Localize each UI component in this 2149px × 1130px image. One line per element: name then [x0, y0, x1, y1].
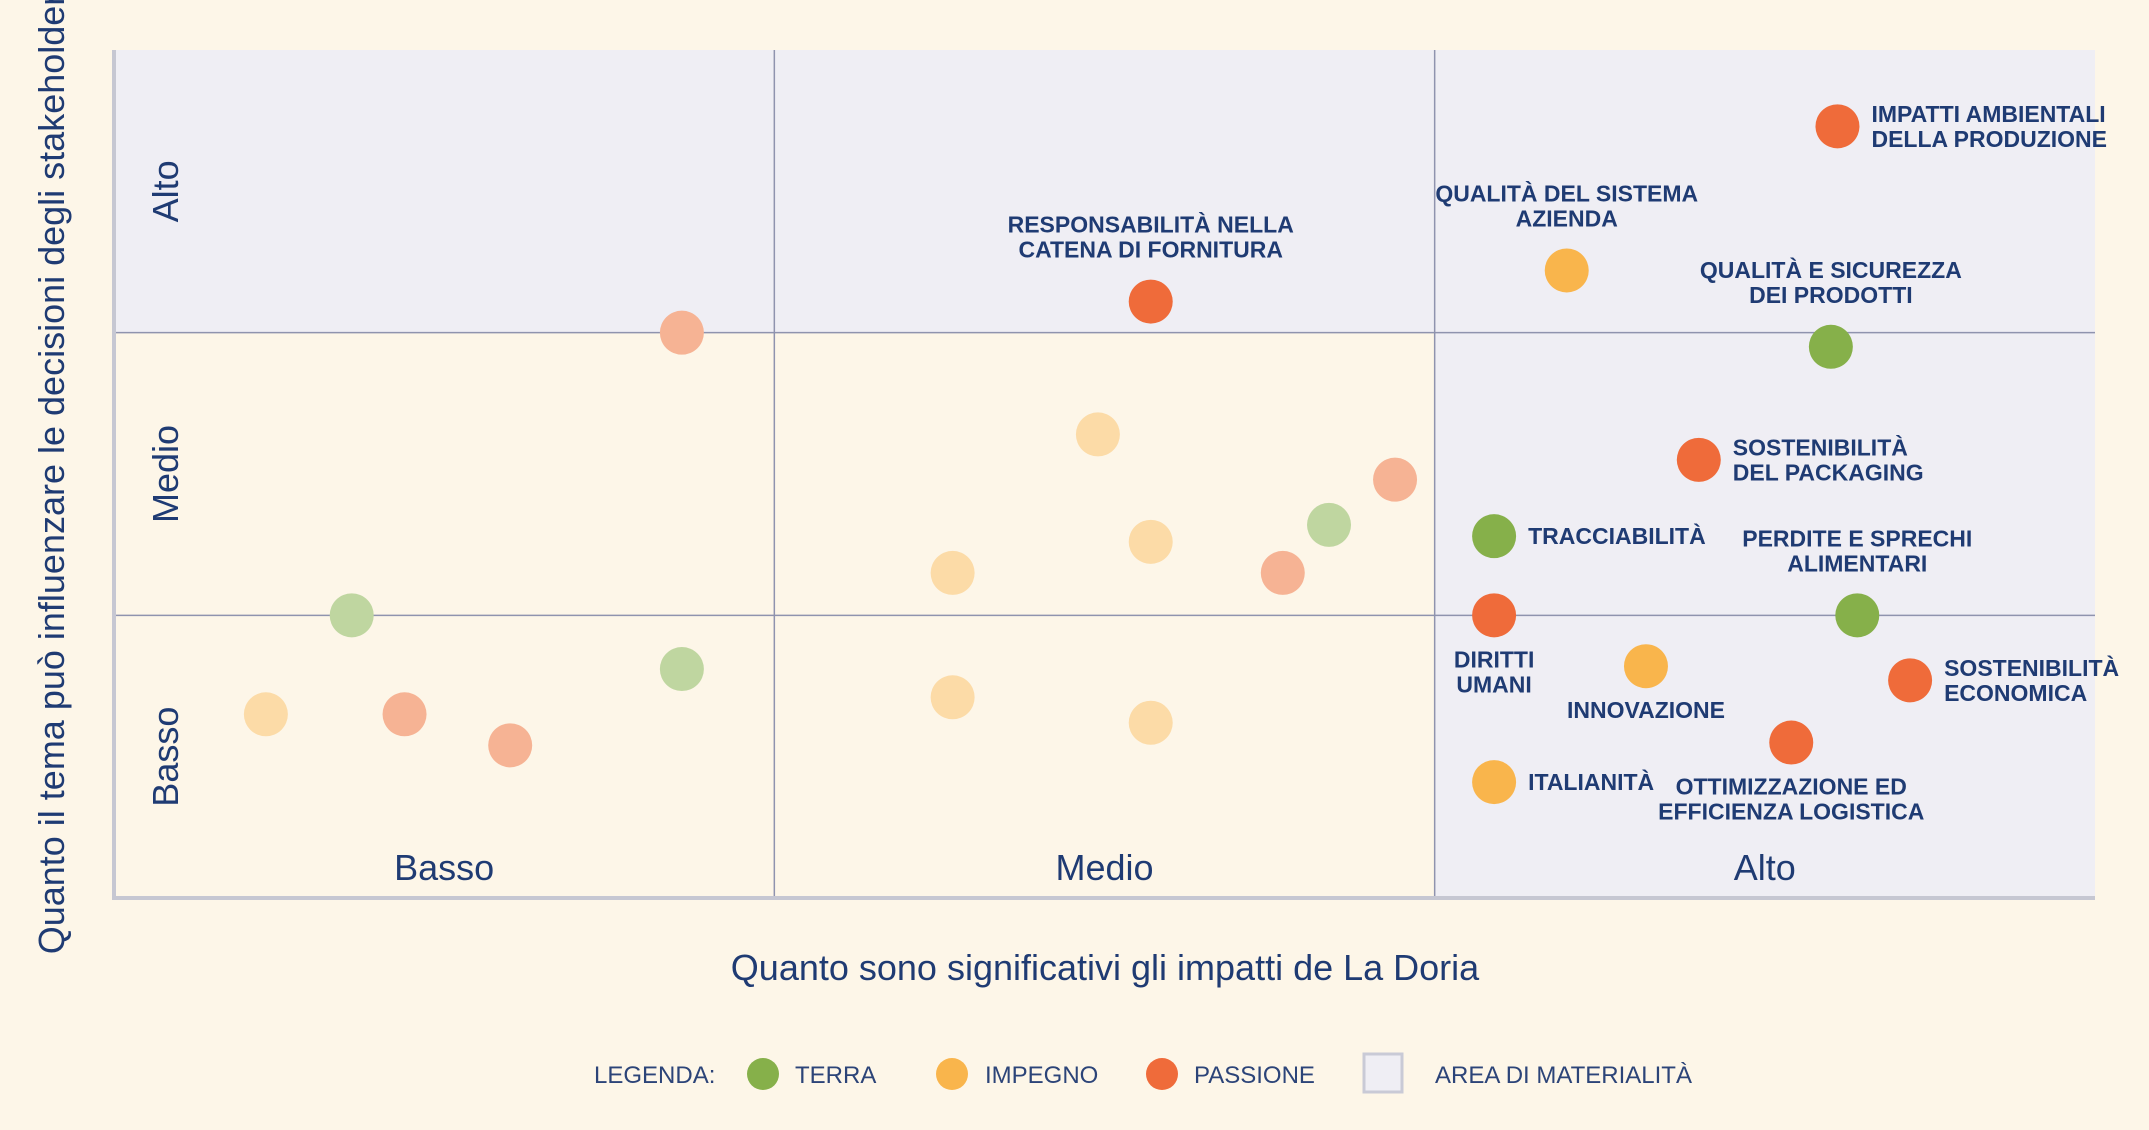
point-italianita [1472, 760, 1517, 805]
category-labels: Basso Medio Alto Basso Medio Alto [145, 160, 1796, 888]
point-qualita-del-sistema-azienda [1544, 248, 1589, 293]
point-label-perdite-e-sprechi-alimentari-line-1: ALIMENTARI [1787, 550, 1927, 576]
legend-label-area: AREA DI MATERIALITÀ [1435, 1062, 1692, 1089]
point-label-impatti-ambientali-della-produzione-line-1: DELLA PRODUZIONE [1871, 126, 2107, 152]
point-unlabeled-12 [659, 310, 704, 355]
point-unlabeled-22 [243, 692, 288, 737]
point-unlabeled-15 [1307, 502, 1352, 547]
point-innovazione [1623, 644, 1668, 689]
point-impatti-ambientali-della-produzione [1815, 104, 1860, 149]
legend-marker-area [1362, 1052, 1404, 1094]
point-label-qualita-e-sicurezza-dei-prodotti-line-0: QUALITÀ E SICUREZZA [1700, 256, 1962, 283]
legend-marker-terra [747, 1058, 779, 1090]
point-label-qualita-e-sicurezza-dei-prodotti-line-1: DEI PRODOTTI [1749, 282, 1913, 308]
point-label-tracciabilita-line-0: TRACCIABILITÀ [1528, 522, 1706, 549]
point-label-diritti-umani-line-1: UMANI [1456, 671, 1531, 697]
point-label-responsabilita-nella-catena-di-fornitura-line-0: RESPONSABILITÀ NELLA [1008, 211, 1294, 238]
point-label-sostenibilita-economica-line-1: ECONOMICA [1944, 680, 2087, 706]
point-label-impatti-ambientali-della-produzione-line-0: IMPATTI AMBIENTALI [1871, 101, 2105, 127]
point-label-sostenibilita-del-packaging-line-1: DEL PACKAGING [1733, 459, 1924, 485]
legend-label-terra: TERRA [795, 1062, 876, 1089]
point-label-ottimizzazione-ed-efficienza-logistica-line-0: OTTIMIZZAZIONE ED [1676, 774, 1907, 800]
point-label-qualita-del-sistema-azienda-line-1: AZIENDA [1516, 205, 1618, 231]
point-label-diritti-umani-line-0: DIRITTI [1454, 646, 1535, 672]
point-qualita-e-sicurezza-dei-prodotti [1808, 324, 1853, 369]
point-ottimizzazione-ed-efficienza-logistica [1769, 720, 1814, 765]
point-label-responsabilita-nella-catena-di-fornitura-line-1: CATENA DI FORNITURA [1018, 237, 1282, 263]
point-label-sostenibilita-economica-line-0: SOSTENIBILITÀ [1944, 654, 2119, 681]
point-unlabeled-17 [930, 550, 975, 595]
point-label-italianita-line-0: ITALIANITÀ [1528, 768, 1654, 795]
point-unlabeled-19 [329, 593, 374, 638]
y-category-label-alto: Alto [145, 160, 186, 222]
point-responsabilita-nella-catena-di-fornitura [1128, 279, 1173, 324]
point-sostenibilita-economica [1888, 658, 1933, 703]
point-label-qualita-del-sistema-azienda-line-0: QUALITÀ DEL SISTEMA [1435, 179, 1698, 206]
legend-marker-passione [1146, 1058, 1178, 1090]
point-unlabeled-18 [1260, 550, 1305, 595]
legend-marker-impegno [936, 1058, 968, 1090]
legend-label-passione: PASSIONE [1194, 1062, 1315, 1089]
grid-layer [112, 50, 2095, 900]
point-perdite-e-sprechi-alimentari [1835, 593, 1880, 638]
legend-label-impegno: IMPEGNO [985, 1062, 1098, 1089]
x-category-label-medio: Medio [1055, 847, 1153, 888]
point-unlabeled-16 [1128, 519, 1173, 564]
point-unlabeled-20 [659, 647, 704, 692]
point-tracciabilita [1472, 514, 1517, 559]
point-unlabeled-25 [1128, 700, 1173, 745]
point-label-innovazione-line-0: INNOVAZIONE [1567, 697, 1725, 723]
point-unlabeled-23 [382, 692, 427, 737]
materiality-area-0 [114, 50, 2095, 333]
point-label-sostenibilita-del-packaging-line-0: SOSTENIBILITÀ [1733, 433, 1908, 460]
point-label-perdite-e-sprechi-alimentari-line-0: PERDITE E SPRECHI [1742, 525, 1972, 551]
point-sostenibilita-del-packaging [1676, 437, 1721, 482]
data-points [243, 104, 1933, 805]
point-unlabeled-13 [1075, 412, 1120, 457]
legend: LEGENDA: TERRA IMPEGNO PASSIONE AREA DI … [594, 1052, 1692, 1094]
y-category-label-medio: Medio [145, 425, 186, 523]
point-unlabeled-21 [930, 675, 975, 720]
y-category-label-basso: Basso [145, 707, 186, 807]
point-label-ottimizzazione-ed-efficienza-logistica-line-1: EFFICIENZA LOGISTICA [1658, 799, 1924, 825]
legend-title: LEGENDA: [594, 1062, 715, 1089]
point-diritti-umani [1472, 593, 1517, 638]
point-unlabeled-14 [1373, 457, 1418, 502]
x-category-label-alto: Alto [1734, 847, 1796, 888]
x-axis-title: Quanto sono significativi gli impatti de… [731, 947, 1480, 988]
y-axis-title: Quanto il tema può influenzare le decisi… [31, 0, 72, 954]
point-unlabeled-24 [488, 723, 533, 768]
x-category-label-basso: Basso [394, 847, 494, 888]
